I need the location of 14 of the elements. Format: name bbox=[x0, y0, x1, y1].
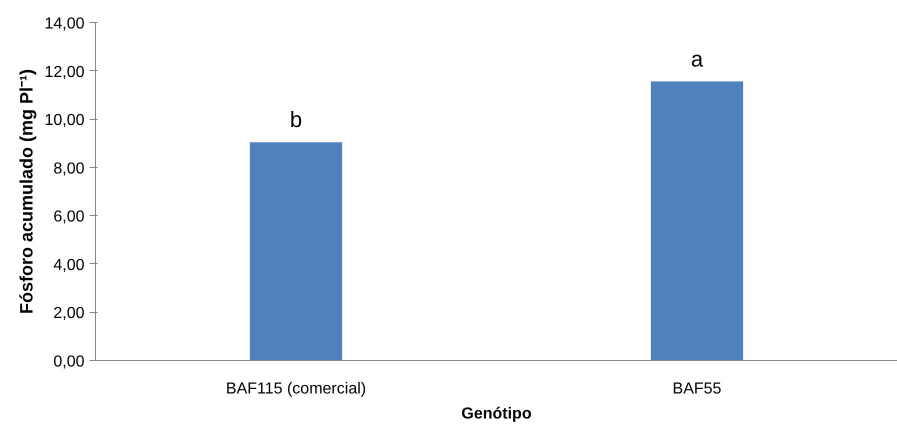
y-tick-label: 12,00 bbox=[44, 64, 85, 81]
y-axis-title: Fósforo acumulado (mg Pl⁻¹) bbox=[16, 68, 36, 314]
y-tick-label: 0,00 bbox=[53, 354, 85, 370]
annotation: a bbox=[690, 46, 704, 72]
annotation: b bbox=[290, 107, 302, 132]
x-axis-title: Genótipo bbox=[461, 406, 532, 422]
y-tick-label: 8,00 bbox=[53, 160, 85, 178]
y-tick-label: 4,00 bbox=[53, 256, 85, 274]
x-tick-label: BAF55 bbox=[672, 380, 722, 398]
y-tick-label: 10,00 bbox=[44, 112, 85, 130]
y-tick-label: 6,00 bbox=[53, 208, 85, 226]
y-tick-label: 14,00 bbox=[44, 16, 85, 32]
x-tick-label: BAF115 (comercial) bbox=[226, 380, 366, 398]
y-tick-label: 2,00 bbox=[53, 305, 85, 322]
